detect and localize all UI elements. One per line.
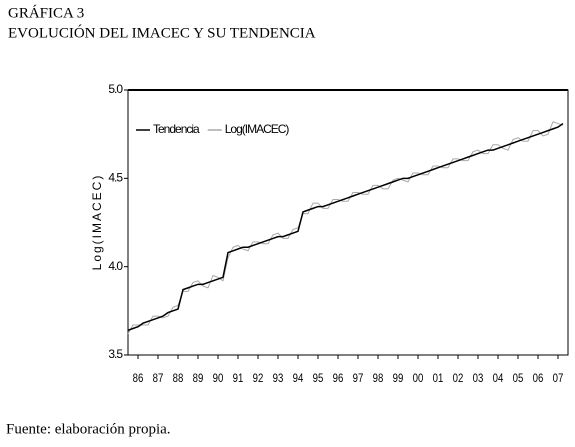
x-tick-label: 89 <box>193 372 204 385</box>
x-tick-label: 86 <box>133 372 144 385</box>
x-tick-label: 99 <box>393 372 404 385</box>
x-tick-label: 91 <box>233 372 244 385</box>
legend-label: Log(IMACEC) <box>225 122 290 136</box>
y-axis-label: Log(IMACEC) <box>90 174 104 271</box>
x-tick-label: 05 <box>513 372 524 385</box>
x-tick-label: 00 <box>413 372 424 385</box>
y-tick-label: 4.0 <box>108 259 123 273</box>
x-tick-label: 04 <box>493 372 504 385</box>
x-tick-label: 88 <box>173 372 184 385</box>
chart-title: GRÁFICA 3 <box>8 4 84 21</box>
y-tick-label: 3.5 <box>108 347 123 361</box>
x-tick-label: 98 <box>373 372 384 385</box>
x-tick-label: 02 <box>453 372 464 385</box>
y-tick-label: 4.5 <box>108 171 123 185</box>
x-tick-label: 96 <box>333 372 344 385</box>
x-tick-label: 01 <box>433 372 444 385</box>
x-tick-label: 95 <box>313 372 324 385</box>
x-tick-label: 92 <box>253 372 264 385</box>
x-tick-label: 90 <box>213 372 224 385</box>
x-tick-label: 07 <box>553 372 564 385</box>
x-tick-label: 93 <box>273 372 284 385</box>
x-tick-label: 06 <box>533 372 544 385</box>
series-line <box>127 121 564 335</box>
series-line <box>127 122 564 331</box>
x-tick-label: 03 <box>473 372 484 385</box>
x-tick-label: 87 <box>153 372 164 385</box>
source-note: Fuente: elaboración propia. <box>6 421 171 437</box>
y-tick-label: 5.0 <box>108 82 123 96</box>
x-tick-label: 97 <box>353 372 364 385</box>
legend-label: Tendencia <box>153 122 200 136</box>
chart-subtitle: EVOLUCIÓN DEL IMACEC Y SU TENDENCIA <box>8 24 316 41</box>
x-tick-label: 94 <box>293 372 304 385</box>
